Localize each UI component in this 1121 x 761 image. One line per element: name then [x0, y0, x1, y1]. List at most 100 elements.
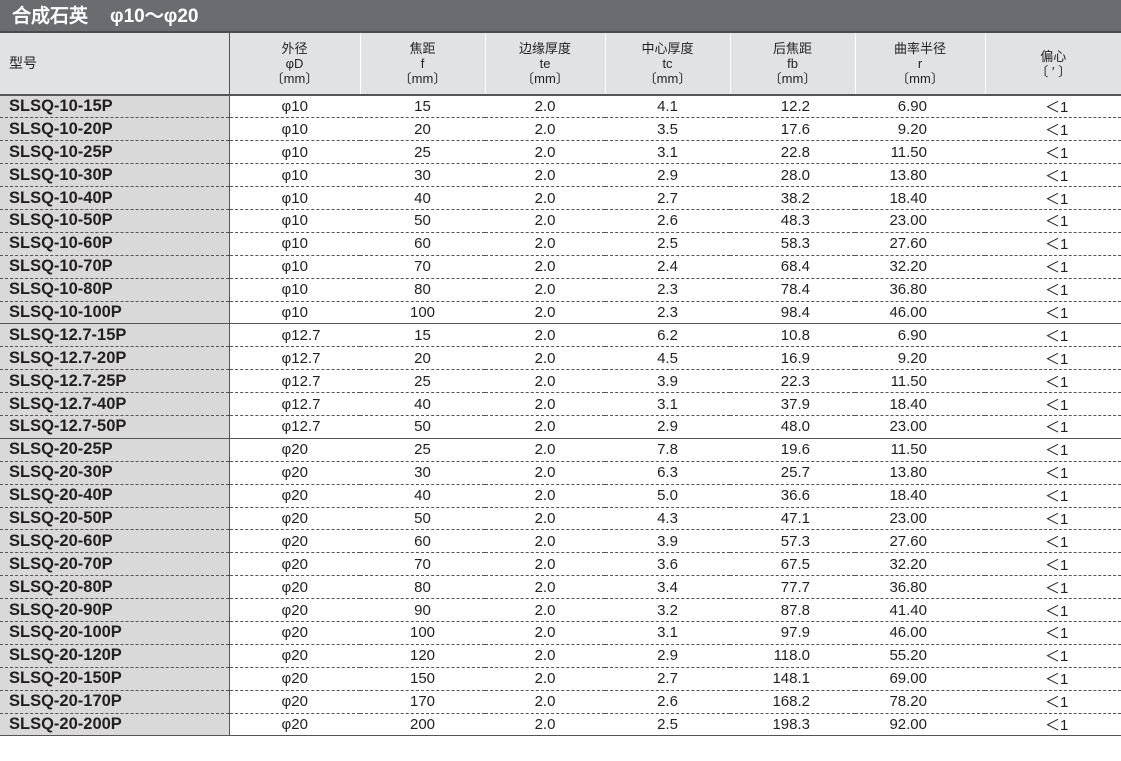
cell-center-thickness: 3.5 — [605, 117, 730, 142]
cell-curvature-radius: 69.00 — [855, 667, 985, 691]
cell-back-focal-length: 38.2 — [730, 186, 855, 210]
cell-back-focal-length: 22.3 — [730, 369, 855, 394]
cell-curvature-radius: 23.00 — [855, 507, 985, 531]
table-row: SLSQ-20-80P φ20 80 2.0 3.4 77.7 36.80 ＜1 — [0, 575, 1121, 600]
cell-decentration: ＜1 — [985, 461, 1121, 485]
cell-decentration: ＜1 — [985, 713, 1121, 737]
cell-back-focal-length: 16.9 — [730, 346, 855, 371]
table-row: SLSQ-10-20P φ10 20 2.0 3.5 17.6 9.20 ＜1 — [0, 117, 1121, 142]
cell-outer-diameter: φ20 — [229, 644, 360, 668]
cell-outer-diameter: φ10 — [229, 301, 360, 325]
cell-focal-length: 50 — [360, 507, 485, 531]
table-title: 合成石英 φ10～φ20 — [0, 0, 1121, 33]
cell-outer-diameter: φ20 — [229, 621, 360, 645]
cell-outer-diameter: φ20 — [229, 575, 360, 600]
cell-model: SLSQ-20-90P — [0, 598, 230, 622]
header-edge-thickness-line2: te — [539, 56, 551, 71]
table-row: SLSQ-10-25P φ10 25 2.0 3.1 22.8 11.50 ＜1 — [0, 140, 1121, 165]
cell-model: SLSQ-20-60P — [0, 529, 230, 554]
table-row: SLSQ-20-120P φ20 120 2.0 2.9 118.0 55.20 ＜1 — [0, 644, 1121, 668]
cell-focal-length: 120 — [360, 644, 485, 668]
cell-back-focal-length: 37.9 — [730, 392, 855, 416]
cell-decentration: ＜1 — [985, 209, 1121, 233]
cell-focal-length: 15 — [360, 323, 485, 348]
table-row: SLSQ-20-25P φ20 25 2.0 7.8 19.6 11.50 ＜1 — [0, 438, 1121, 462]
cell-decentration: ＜1 — [985, 278, 1121, 302]
cell-center-thickness: 2.5 — [605, 232, 730, 256]
cell-model: SLSQ-20-40P — [0, 484, 230, 508]
table-row: SLSQ-20-70P φ20 70 2.0 3.6 67.5 32.20 ＜1 — [0, 552, 1121, 577]
cell-back-focal-length: 68.4 — [730, 255, 855, 279]
cell-edge-thickness: 2.0 — [485, 186, 605, 210]
header-back-focal-length-line3: 〔mm〕 — [768, 71, 817, 86]
cell-focal-length: 150 — [360, 667, 485, 691]
header-center-thickness-line3: 〔mm〕 — [643, 71, 692, 86]
cell-curvature-radius: 18.40 — [855, 186, 985, 210]
cell-model: SLSQ-10-40P — [0, 186, 230, 210]
cell-model: SLSQ-10-50P — [0, 209, 230, 233]
cell-edge-thickness: 2.0 — [485, 255, 605, 279]
cell-edge-thickness: 2.0 — [485, 461, 605, 485]
header-model-line1: 型号 — [9, 55, 37, 71]
header-row: 型号 外径 φD 〔mm〕 焦距 f 〔mm〕 边缘厚度 te 〔mm〕 中心厚度 tc 〔mm〕 后焦距… — [0, 33, 1121, 95]
cell-outer-diameter: φ20 — [229, 552, 360, 577]
table-row: SLSQ-20-150P φ20 150 2.0 2.7 148.1 69.00 ＜1 — [0, 667, 1121, 691]
cell-edge-thickness: 2.0 — [485, 575, 605, 600]
cell-curvature-radius: 18.40 — [855, 484, 985, 508]
header-back-focal-length: 后焦距 fb 〔mm〕 — [729, 33, 855, 95]
cell-curvature-radius: 41.40 — [855, 598, 985, 622]
cell-edge-thickness: 2.0 — [485, 209, 605, 233]
cell-center-thickness: 6.3 — [605, 461, 730, 485]
cell-center-thickness: 7.8 — [605, 438, 730, 462]
cell-center-thickness: 3.6 — [605, 552, 730, 577]
cell-back-focal-length: 17.6 — [730, 117, 855, 142]
cell-edge-thickness: 2.0 — [485, 529, 605, 554]
cell-decentration: ＜1 — [985, 598, 1121, 622]
cell-decentration: ＜1 — [985, 140, 1121, 165]
cell-decentration: ＜1 — [985, 644, 1121, 668]
cell-center-thickness: 2.6 — [605, 209, 730, 233]
cell-decentration: ＜1 — [985, 186, 1121, 210]
header-outer-diameter-line3: 〔mm〕 — [270, 71, 319, 86]
table-row: SLSQ-10-15P φ10 15 2.0 4.1 12.2 6.90 ＜1 — [0, 95, 1121, 119]
cell-focal-length: 40 — [360, 392, 485, 416]
cell-edge-thickness: 2.0 — [485, 301, 605, 325]
cell-center-thickness: 2.4 — [605, 255, 730, 279]
cell-model: SLSQ-10-80P — [0, 278, 230, 302]
cell-center-thickness: 3.4 — [605, 575, 730, 600]
cell-curvature-radius: 13.80 — [855, 163, 985, 188]
table-row: SLSQ-12.7-40P φ12.7 40 2.0 3.1 37.9 18.40 ＜1 — [0, 392, 1121, 416]
cell-decentration: ＜1 — [985, 507, 1121, 531]
cell-edge-thickness: 2.0 — [485, 392, 605, 416]
header-outer-diameter: 外径 φD 〔mm〕 — [228, 33, 360, 95]
cell-outer-diameter: φ20 — [229, 507, 360, 531]
cell-decentration: ＜1 — [985, 621, 1121, 645]
cell-back-focal-length: 10.8 — [730, 323, 855, 348]
cell-decentration: ＜1 — [985, 552, 1121, 577]
header-decentration-line2: 〔 ′ 〕 — [1035, 63, 1072, 79]
cell-outer-diameter: φ20 — [229, 690, 360, 714]
cell-outer-diameter: φ10 — [229, 278, 360, 302]
material-title: 合成石英 — [12, 6, 89, 27]
cell-curvature-radius: 23.00 — [855, 415, 985, 439]
cell-decentration: ＜1 — [985, 301, 1121, 325]
cell-back-focal-length: 198.3 — [730, 713, 855, 737]
cell-edge-thickness: 2.0 — [485, 95, 605, 119]
cell-curvature-radius: 36.80 — [855, 278, 985, 302]
header-model: 型号 — [0, 33, 230, 95]
table-row: SLSQ-12.7-15P φ12.7 15 2.0 6.2 10.8 6.90 ＜1 — [0, 323, 1121, 348]
cell-focal-length: 40 — [360, 484, 485, 508]
cell-back-focal-length: 58.3 — [730, 232, 855, 256]
cell-back-focal-length: 87.8 — [730, 598, 855, 622]
header-focal-length-line2: f — [420, 56, 425, 71]
cell-edge-thickness: 2.0 — [485, 117, 605, 142]
cell-decentration: ＜1 — [985, 323, 1121, 348]
table-row: SLSQ-20-40P φ20 40 2.0 5.0 36.6 18.40 ＜1 — [0, 484, 1121, 508]
cell-model: SLSQ-10-70P — [0, 255, 230, 279]
cell-outer-diameter: φ20 — [229, 461, 360, 485]
cell-decentration: ＜1 — [985, 369, 1121, 394]
cell-focal-length: 70 — [360, 255, 485, 279]
cell-outer-diameter: φ10 — [229, 232, 360, 256]
cell-model: SLSQ-20-50P — [0, 507, 230, 531]
table-row: SLSQ-20-200P φ20 200 2.0 2.5 198.3 92.00 ＜1 — [0, 713, 1121, 737]
